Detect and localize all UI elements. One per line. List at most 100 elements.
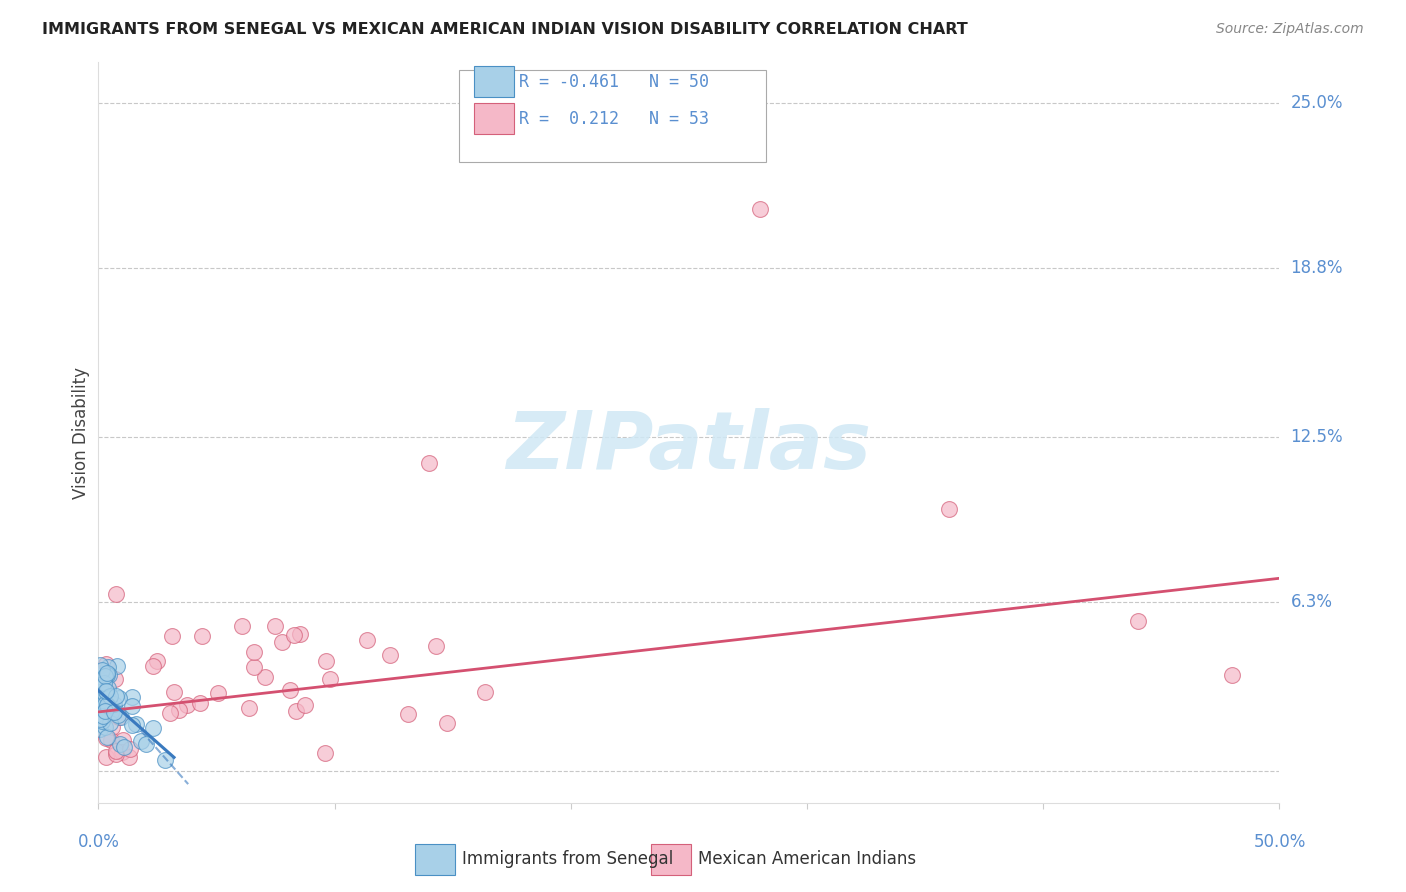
- Point: [90, 663, 112, 677]
- Point: [231, 618, 253, 632]
- Point: [97, 690, 120, 705]
- Point: [207, 686, 229, 700]
- Point: [89, 681, 111, 695]
- Point: [356, 632, 378, 647]
- Point: [278, 683, 301, 698]
- Point: [1126, 614, 1149, 628]
- Point: [190, 629, 212, 643]
- Point: [474, 685, 496, 699]
- Point: [141, 721, 163, 735]
- Point: [100, 690, 122, 704]
- Point: [263, 619, 285, 633]
- FancyBboxPatch shape: [474, 103, 515, 135]
- Point: [135, 737, 157, 751]
- Point: [105, 659, 128, 673]
- Point: [938, 501, 960, 516]
- Point: [118, 742, 141, 756]
- Point: [315, 654, 337, 668]
- FancyBboxPatch shape: [458, 70, 766, 162]
- Point: [97, 668, 120, 682]
- Text: R =  0.212   N = 53: R = 0.212 N = 53: [519, 110, 709, 128]
- Point: [89, 657, 111, 672]
- FancyBboxPatch shape: [651, 844, 692, 875]
- Text: 12.5%: 12.5%: [1291, 427, 1343, 446]
- Point: [100, 733, 122, 747]
- FancyBboxPatch shape: [415, 844, 456, 875]
- Point: [96, 666, 118, 681]
- Point: [319, 672, 342, 686]
- Point: [283, 627, 305, 641]
- Point: [163, 684, 186, 698]
- Text: IMMIGRANTS FROM SENEGAL VS MEXICAN AMERICAN INDIAN VISION DISABILITY CORRELATION: IMMIGRANTS FROM SENEGAL VS MEXICAN AMERI…: [42, 22, 967, 37]
- Text: 25.0%: 25.0%: [1291, 94, 1343, 112]
- Point: [103, 705, 125, 719]
- Text: 6.3%: 6.3%: [1291, 593, 1333, 611]
- Point: [243, 660, 266, 674]
- Point: [94, 657, 117, 671]
- Point: [271, 635, 294, 649]
- Point: [238, 701, 260, 715]
- Point: [167, 702, 190, 716]
- Point: [89, 712, 111, 726]
- Point: [89, 685, 111, 699]
- Point: [91, 690, 114, 704]
- Point: [105, 689, 128, 703]
- Point: [93, 704, 115, 718]
- Text: Source: ZipAtlas.com: Source: ZipAtlas.com: [1216, 22, 1364, 37]
- Point: [96, 687, 118, 701]
- Point: [125, 716, 148, 731]
- Point: [103, 702, 125, 716]
- Point: [89, 722, 111, 736]
- Point: [108, 710, 131, 724]
- Point: [314, 746, 336, 760]
- Point: [97, 681, 120, 696]
- Point: [112, 739, 135, 754]
- Point: [159, 706, 181, 721]
- Point: [253, 670, 276, 684]
- Point: [188, 696, 211, 710]
- Point: [160, 629, 183, 643]
- Text: R = -0.461   N = 50: R = -0.461 N = 50: [519, 72, 709, 91]
- Point: [436, 715, 458, 730]
- Point: [96, 731, 118, 745]
- Y-axis label: Vision Disability: Vision Disability: [72, 367, 90, 499]
- Point: [378, 648, 401, 662]
- Point: [243, 645, 266, 659]
- Point: [121, 690, 143, 704]
- Point: [100, 705, 122, 719]
- Point: [104, 673, 127, 687]
- Point: [425, 640, 447, 654]
- Point: [418, 456, 440, 470]
- FancyBboxPatch shape: [474, 66, 515, 97]
- Point: [104, 744, 127, 758]
- Point: [1220, 667, 1243, 681]
- Point: [294, 698, 316, 712]
- Point: [176, 698, 198, 713]
- Text: Immigrants from Senegal: Immigrants from Senegal: [463, 850, 673, 868]
- Point: [96, 668, 118, 682]
- Point: [97, 660, 120, 674]
- Point: [396, 706, 419, 721]
- Point: [104, 747, 127, 762]
- Point: [107, 707, 129, 722]
- Point: [90, 698, 112, 712]
- Point: [129, 734, 152, 748]
- Point: [94, 669, 117, 683]
- Point: [288, 627, 311, 641]
- Point: [98, 706, 121, 720]
- Point: [91, 709, 114, 723]
- Text: Mexican American Indians: Mexican American Indians: [699, 850, 917, 868]
- Point: [94, 687, 117, 701]
- Point: [104, 586, 127, 600]
- Point: [97, 699, 120, 714]
- Point: [748, 202, 770, 217]
- Point: [94, 683, 117, 698]
- Point: [118, 750, 141, 764]
- Point: [108, 690, 131, 705]
- Point: [112, 733, 135, 747]
- Point: [108, 737, 131, 751]
- Point: [93, 675, 115, 690]
- Point: [146, 655, 169, 669]
- Point: [94, 750, 117, 764]
- Text: 0.0%: 0.0%: [77, 833, 120, 851]
